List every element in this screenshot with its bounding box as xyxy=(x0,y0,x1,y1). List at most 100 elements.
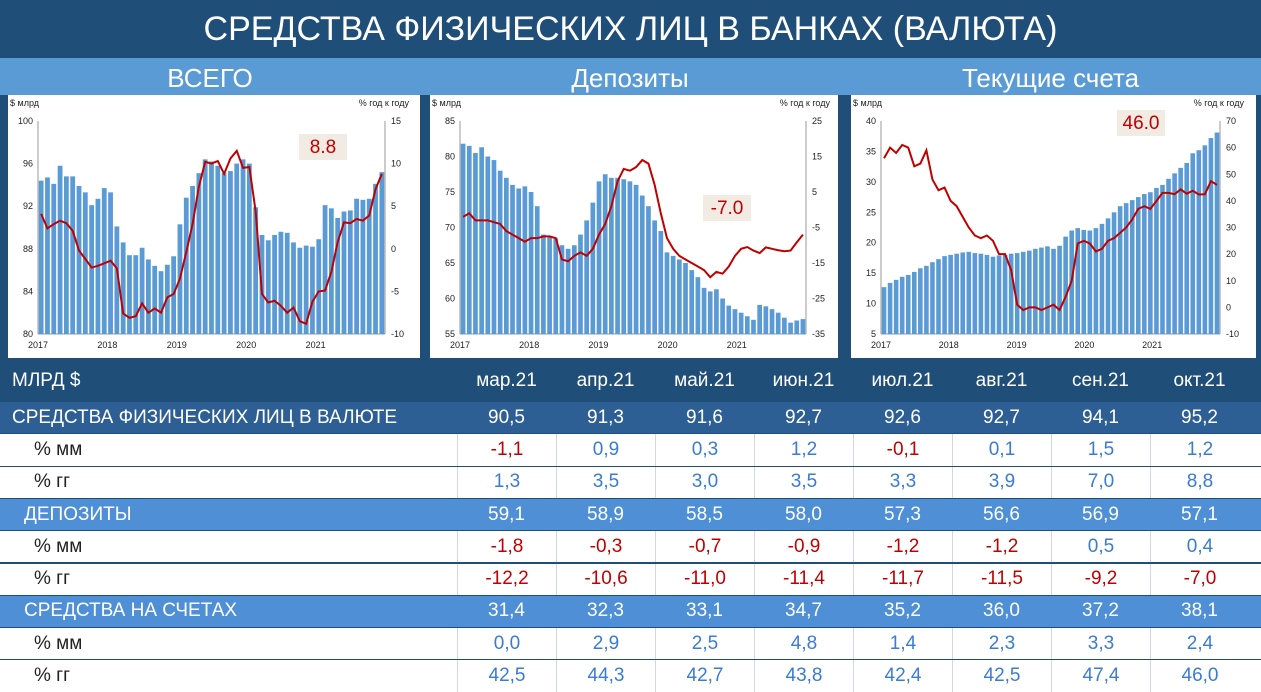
chart-bar xyxy=(627,181,633,334)
table-cell: 3,5 xyxy=(754,466,853,498)
y-left-unit-label: $ млрд xyxy=(853,98,883,108)
chart-bar xyxy=(158,271,164,334)
chart-bar xyxy=(887,282,893,334)
table-cell: 7,0 xyxy=(1051,466,1150,498)
chart-bar xyxy=(954,253,959,334)
table-row: % гг -12,2 -10,6 -11,0 -11,4 -11,7 -11,5 -9,2 -7… xyxy=(0,563,1261,595)
chart-bar xyxy=(1033,248,1038,334)
chart-bar xyxy=(788,322,793,334)
chart-bar xyxy=(1123,203,1129,334)
y-right-tick: 5 xyxy=(812,187,817,197)
chart-bar xyxy=(303,245,309,334)
y-left-tick: 88 xyxy=(23,244,33,254)
chart-bar xyxy=(769,309,775,334)
table-cell: -11,5 xyxy=(952,563,1051,595)
yoy-line xyxy=(40,148,383,326)
month-header-cell: май.21 xyxy=(674,370,735,391)
y-left-tick: 5 xyxy=(871,329,876,339)
chart-bar xyxy=(1039,247,1044,334)
table-cell: -0,9 xyxy=(754,531,853,563)
chart-bar xyxy=(584,220,590,334)
row-label: % гг xyxy=(34,568,71,590)
chart-bar xyxy=(751,319,756,334)
yoy-line xyxy=(462,158,804,279)
chart-bar xyxy=(1166,178,1171,334)
x-tick-year: 2021 xyxy=(727,340,747,350)
annotation-label: 46.0 xyxy=(1123,113,1160,134)
table-cell: 46,0 xyxy=(1150,660,1249,692)
table-cell: 43,8 xyxy=(754,660,853,692)
table-cell: -1,8 xyxy=(457,531,556,563)
chart-bar xyxy=(936,259,941,334)
table-cell: 95,2 xyxy=(1181,406,1218,428)
chart-bar xyxy=(1154,187,1159,334)
chart-bar xyxy=(335,217,341,334)
chart-bar xyxy=(639,195,645,334)
chart-bar xyxy=(905,274,911,334)
chart-bar xyxy=(893,279,899,334)
chart-bar xyxy=(1087,230,1093,334)
row-label: % мм xyxy=(34,535,83,557)
annotation-label: -7.0 xyxy=(711,198,744,219)
month-header-cell: июн.21 xyxy=(772,370,835,391)
y-left-unit-label: $ млрд xyxy=(10,98,40,108)
table-cell: 1,3 xyxy=(457,466,556,498)
y-left-tick: 65 xyxy=(445,258,455,268)
y-left-tick: 25 xyxy=(866,207,876,217)
y-right-tick: 50 xyxy=(1226,169,1236,179)
chart-bar xyxy=(534,206,540,334)
table-cell: 3,3 xyxy=(1051,628,1150,660)
chart-bar xyxy=(522,186,528,334)
x-tick-year: 2019 xyxy=(1007,340,1027,350)
chart-bar xyxy=(726,305,732,334)
chart-bar xyxy=(1002,254,1008,334)
chart-bar xyxy=(510,184,515,334)
chart-bar xyxy=(1020,251,1026,334)
chart-bar xyxy=(918,268,923,334)
y-left-tick: 20 xyxy=(866,238,876,248)
chart-bar xyxy=(473,152,478,334)
chart-bar xyxy=(82,192,88,334)
chart-bar xyxy=(1142,194,1147,334)
table-cell: -12,2 xyxy=(457,563,556,595)
y-left-tick: 10 xyxy=(866,299,876,309)
table-cell: -11,0 xyxy=(655,563,754,595)
chart-bar xyxy=(366,198,372,334)
page-title: СРЕДСТВА ФИЗИЧЕСКИХ ЛИЦ В БАНКАХ (ВАЛЮТА… xyxy=(0,0,1261,58)
y-right-tick: 60 xyxy=(1226,143,1236,153)
chart-bar xyxy=(228,171,233,334)
table-cell: 42,4 xyxy=(853,660,952,692)
chart-bar xyxy=(1105,218,1111,334)
table-cell: -10,6 xyxy=(556,563,655,595)
chart-bar xyxy=(246,163,252,334)
chart-bar xyxy=(1014,253,1020,334)
table-cell: 59,1 xyxy=(488,503,525,525)
chart-bar xyxy=(183,197,189,334)
table-cell: -11,7 xyxy=(853,563,952,595)
chart-bar xyxy=(491,160,497,334)
table-cell: 47,4 xyxy=(1051,660,1150,692)
chart-bar xyxy=(559,245,565,334)
chart-bar xyxy=(354,198,359,334)
chart-bar xyxy=(602,174,608,334)
chart-bar xyxy=(127,255,132,334)
chart-bar xyxy=(133,255,139,334)
chart-bar xyxy=(51,183,57,334)
chart-bar xyxy=(1135,197,1141,334)
y-left-tick: 84 xyxy=(23,286,33,296)
chart-bar xyxy=(1172,173,1177,334)
chart-bar xyxy=(1099,223,1105,334)
table-cell: 1,4 xyxy=(853,628,952,660)
chart-bar xyxy=(720,298,725,334)
y-right-tick: -10 xyxy=(391,329,404,339)
chart-bar xyxy=(516,188,522,334)
table-cell: 42,5 xyxy=(457,660,556,692)
chart-bar xyxy=(114,226,120,334)
y-right-tick: 5 xyxy=(391,201,396,211)
chart-bar xyxy=(221,173,227,334)
chart-bar xyxy=(578,234,583,334)
table-row: СРЕДСТВА НА СЧЕТАХ 31,4 32,3 33,1 34,7 35,2 36… xyxy=(0,595,1261,628)
table-row: % мм -1,1 0,9 0,3 1,2 -0,1 0,1 1,5 1,2 xyxy=(0,434,1261,466)
y-right-tick: 0 xyxy=(1226,302,1231,312)
chart-bar xyxy=(120,242,126,334)
